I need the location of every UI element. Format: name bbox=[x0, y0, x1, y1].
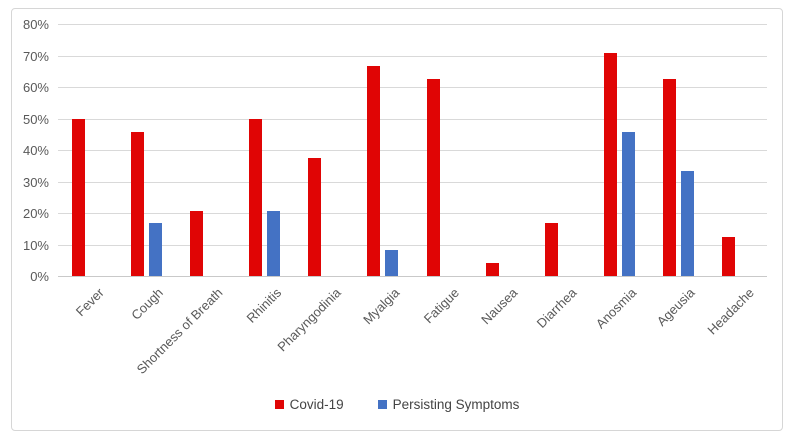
bar-group-headache bbox=[708, 24, 767, 276]
bar-group-myalgia bbox=[353, 24, 412, 276]
persisting-symptoms-bar-ageusia bbox=[680, 171, 694, 276]
x-axis-label-headache: Headache bbox=[704, 285, 758, 338]
bar-group-rhinitis bbox=[235, 24, 294, 276]
legend-item-persisting-symptoms: Persisting Symptoms bbox=[377, 397, 520, 412]
y-tick-label: 50% bbox=[22, 111, 49, 127]
covid19-bar-anosmia bbox=[603, 53, 617, 276]
x-axis-label-diarrhea: Diarrhea bbox=[533, 285, 580, 331]
bar-group-cough bbox=[117, 24, 176, 276]
covid19-bar-headache bbox=[721, 236, 735, 276]
y-tick-label: 70% bbox=[22, 48, 49, 64]
y-tick-label: 20% bbox=[22, 206, 49, 221]
bar-group-nausea bbox=[472, 24, 531, 276]
gridline bbox=[58, 181, 767, 183]
persisting-symptoms-legend-label: Persisting Symptoms bbox=[392, 397, 520, 412]
y-tick-label: 80% bbox=[22, 17, 49, 32]
legend-item-covid19: Covid-19 bbox=[274, 397, 344, 412]
chart-frame: 0% 10% 20% 30% 40% 50% 60% 70% 80% Fever Cough Sho… bbox=[11, 8, 783, 431]
legend: Covid-19 Persisting Symptoms bbox=[12, 397, 782, 412]
x-axis-label-anosmia: Anosmia bbox=[592, 285, 639, 332]
covid19-bar-shortness-of-breath bbox=[190, 210, 204, 276]
x-axis-label-nausea: Nausea bbox=[478, 285, 521, 328]
persisting-symptoms-bar-anosmia bbox=[621, 131, 635, 276]
y-tick-label: 0% bbox=[30, 269, 49, 284]
covid19-bar-ageusia bbox=[662, 79, 676, 276]
x-axis-label-rhinitis: Rhinitis bbox=[243, 285, 285, 326]
x-axis-label-cough: Cough bbox=[128, 285, 167, 323]
bar-group-shortness-of-breath bbox=[176, 24, 235, 276]
bar-group-anosmia bbox=[590, 24, 649, 276]
persisting-symptoms-bar-rhinitis bbox=[267, 210, 281, 276]
covid19-bar-pharyngodinia bbox=[308, 157, 322, 276]
gridline bbox=[58, 55, 767, 57]
covid19-bar-fever bbox=[72, 118, 86, 276]
gridline bbox=[58, 118, 767, 120]
persisting-symptoms-legend-swatch bbox=[377, 400, 387, 409]
persisting-symptoms-bar-myalgia bbox=[385, 249, 399, 276]
bar-group-ageusia bbox=[649, 24, 708, 276]
x-axis-label-fever: Fever bbox=[73, 285, 108, 320]
bar-group-pharyngodinia bbox=[294, 24, 353, 276]
covid19-bar-diarrhea bbox=[544, 223, 558, 276]
bar-group-diarrhea bbox=[531, 24, 590, 276]
gridline bbox=[58, 87, 767, 88]
x-axis-label-ageusia: Ageusia bbox=[654, 285, 698, 329]
gridline bbox=[58, 213, 767, 214]
covid19-legend-swatch bbox=[274, 400, 284, 409]
gridline bbox=[58, 244, 767, 246]
covid19-legend-label: Covid-19 bbox=[289, 397, 344, 412]
covid19-bar-rhinitis bbox=[249, 118, 263, 276]
gridline bbox=[58, 24, 767, 25]
x-axis-label-fatigue: Fatigue bbox=[420, 285, 462, 327]
x-axis-label-pharyngodinia: Pharyngodinia bbox=[274, 285, 344, 355]
y-tick-label: 60% bbox=[22, 80, 49, 95]
y-tick-label: 40% bbox=[22, 143, 49, 158]
gridline bbox=[58, 150, 767, 151]
x-axis-label-myalgia: Myalgia bbox=[360, 285, 403, 328]
covid19-bar-nausea bbox=[485, 262, 499, 276]
covid19-bar-myalgia bbox=[367, 65, 381, 276]
y-tick-label: 30% bbox=[22, 174, 49, 190]
covid19-bar-fatigue bbox=[426, 79, 440, 276]
bar-group-fatigue bbox=[412, 24, 471, 276]
bar-group-fever bbox=[58, 24, 117, 276]
covid19-bar-cough bbox=[131, 131, 145, 276]
plot-area bbox=[58, 24, 767, 276]
y-tick-label: 10% bbox=[22, 237, 49, 253]
persisting-symptoms-bar-cough bbox=[149, 223, 163, 276]
x-axis-line bbox=[58, 276, 767, 277]
